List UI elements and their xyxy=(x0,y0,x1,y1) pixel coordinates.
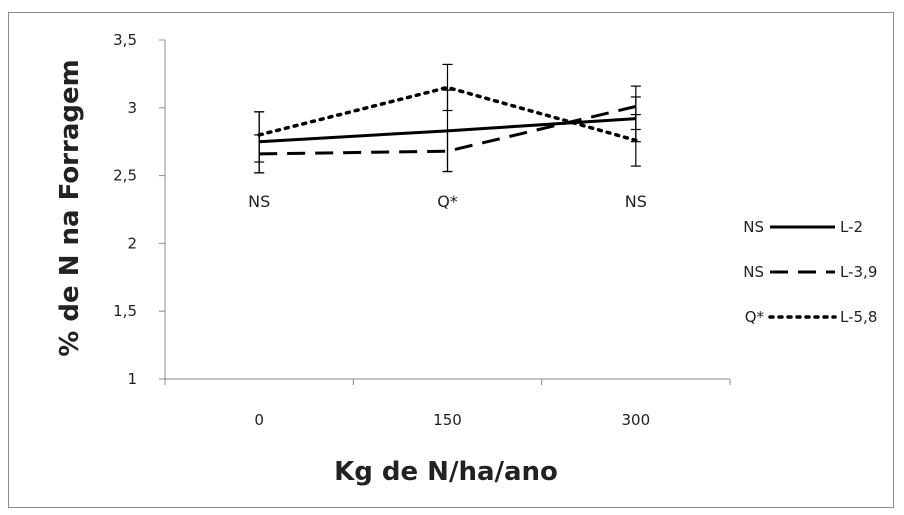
significance-label: NS xyxy=(248,192,270,211)
significance-label: NS xyxy=(625,192,647,211)
significance-label: Q* xyxy=(437,192,458,211)
y-tick-label: 3,5 xyxy=(113,31,137,49)
legend: NS L-2 NS L-3,9 Q* L-5,8 xyxy=(743,218,877,326)
x-tick-label: 300 xyxy=(622,411,651,429)
x-axis-title: Kg de N/ha/ano xyxy=(334,457,558,487)
axes xyxy=(159,39,731,385)
y-tick-label: 1 xyxy=(127,370,137,388)
legend-significance: NS xyxy=(743,263,764,281)
chart-frame xyxy=(8,12,894,508)
error-bars xyxy=(254,63,641,174)
series-lines xyxy=(257,85,638,156)
y-tick-label: 2 xyxy=(127,234,137,252)
y-tick-label: 3 xyxy=(127,99,137,117)
y-tick-label: 2,5 xyxy=(113,167,137,185)
x-tick-label: 150 xyxy=(433,411,462,429)
x-tick-label: 0 xyxy=(254,411,264,429)
legend-series-name: L-3,9 xyxy=(840,263,877,281)
tick-labels: 1 1,5 2 2,5 3 3,5 0 150 300 xyxy=(113,31,650,429)
legend-significance: Q* xyxy=(745,308,765,326)
legend-significance: NS xyxy=(743,218,764,236)
significance-labels: NS Q* NS xyxy=(248,192,647,211)
y-axis-title: % de N na Forragem xyxy=(55,59,85,356)
series-line-l-5-8 xyxy=(257,85,638,143)
legend-series-name: L-5,8 xyxy=(840,308,877,326)
legend-series-name: L-2 xyxy=(840,218,863,236)
y-tick-label: 1,5 xyxy=(113,302,137,320)
